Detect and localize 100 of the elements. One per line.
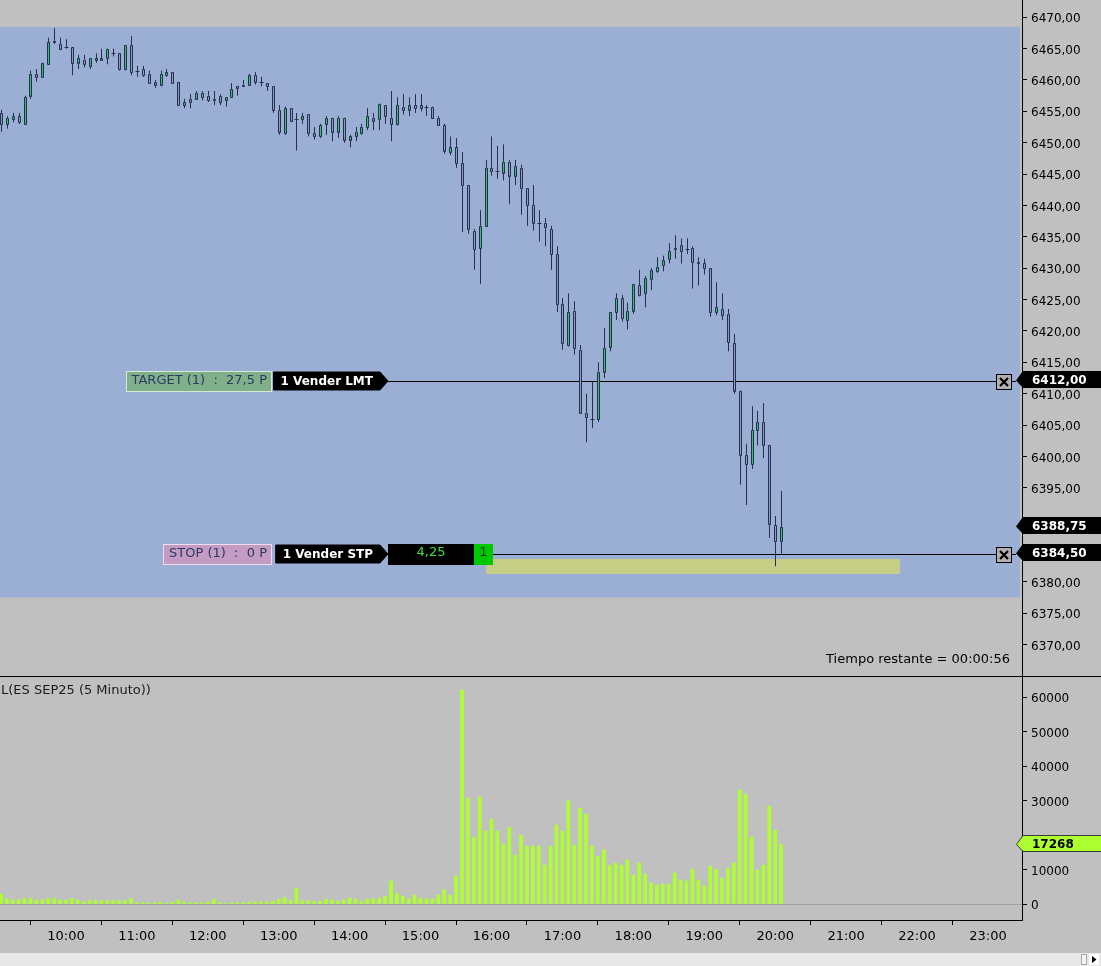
y-tick-label: 6470,00 bbox=[1031, 11, 1081, 26]
bar bbox=[87, 900, 92, 904]
bar bbox=[330, 899, 334, 904]
bar bbox=[253, 901, 257, 904]
x-tick-label: 19:00 bbox=[685, 928, 723, 944]
bar bbox=[714, 868, 718, 904]
candlestick bbox=[455, 137, 458, 169]
x-tick-label: 12:00 bbox=[189, 928, 227, 944]
y-tick-label: 6455,00 bbox=[1031, 105, 1081, 120]
y-tick-label: 6380,00 bbox=[1031, 576, 1081, 591]
bar bbox=[726, 867, 730, 904]
x-tick-label: 23:00 bbox=[969, 928, 1007, 944]
y-tick-label: 6375,00 bbox=[1031, 607, 1081, 622]
candlestick bbox=[561, 297, 564, 351]
bar bbox=[737, 789, 742, 904]
chart-title: L(ES SEP25 (5 Minuto)) bbox=[1, 681, 151, 697]
bar bbox=[590, 845, 594, 904]
bar bbox=[720, 877, 724, 904]
x-tick-label: 18:00 bbox=[614, 928, 653, 944]
bar bbox=[773, 829, 778, 904]
x-tick-label: 20:00 bbox=[756, 928, 794, 944]
arrow-tag: 6384,50 bbox=[1016, 544, 1101, 561]
arrow-tag: 17268 bbox=[1016, 835, 1101, 852]
bar bbox=[637, 862, 642, 904]
bar bbox=[442, 889, 447, 904]
ref-line-label: 1 Vender LMT bbox=[280, 373, 374, 388]
candlestick bbox=[130, 35, 133, 76]
bar bbox=[395, 892, 399, 904]
candlestick bbox=[674, 234, 677, 260]
bar bbox=[643, 873, 647, 904]
candlestick bbox=[615, 292, 618, 321]
bar bbox=[525, 845, 529, 904]
bar bbox=[513, 854, 517, 904]
candlestick bbox=[556, 245, 559, 313]
bar bbox=[123, 900, 127, 904]
candlestick bbox=[621, 294, 624, 323]
bar bbox=[708, 865, 712, 904]
bar bbox=[270, 901, 275, 904]
bar bbox=[383, 895, 387, 904]
bar bbox=[117, 900, 121, 904]
candlestick bbox=[585, 393, 588, 443]
y-tick-label: 6465,00 bbox=[1031, 42, 1081, 57]
bar bbox=[767, 805, 772, 904]
bar bbox=[448, 894, 452, 904]
bar bbox=[607, 864, 612, 904]
candlestick bbox=[751, 405, 754, 470]
candlestick bbox=[307, 114, 310, 137]
candlestick bbox=[473, 228, 476, 271]
bar bbox=[531, 845, 535, 904]
y-tick-label: 10000 bbox=[1031, 863, 1070, 878]
bar bbox=[566, 800, 571, 904]
bar bbox=[111, 900, 116, 904]
candlestick bbox=[721, 292, 724, 321]
candlestick bbox=[590, 380, 595, 429]
bar bbox=[436, 894, 441, 904]
x-tick-label: 21:00 bbox=[827, 928, 865, 944]
bar bbox=[666, 883, 671, 904]
candlestick bbox=[135, 65, 140, 78]
bar bbox=[10, 899, 15, 904]
y-tick-label: 6405,00 bbox=[1031, 419, 1081, 434]
bar bbox=[58, 899, 62, 904]
bar bbox=[99, 900, 104, 904]
bar bbox=[371, 898, 376, 904]
bar bbox=[477, 796, 482, 904]
bar bbox=[649, 882, 653, 904]
y-tick-label: 6400,00 bbox=[1031, 450, 1081, 465]
candlestick bbox=[537, 209, 542, 243]
candlestick bbox=[697, 256, 700, 286]
bar bbox=[466, 797, 470, 904]
x-tick-label: 15:00 bbox=[401, 928, 440, 944]
candlestick bbox=[544, 217, 547, 247]
bar bbox=[401, 895, 405, 904]
y-tick-label: 6430,00 bbox=[1031, 262, 1081, 277]
candlestick bbox=[526, 187, 529, 227]
bar bbox=[324, 898, 328, 904]
bar bbox=[336, 900, 340, 904]
candlestick bbox=[573, 300, 576, 355]
text-field: 4,25 bbox=[388, 544, 474, 565]
candlestick bbox=[64, 38, 69, 50]
bar bbox=[247, 901, 251, 904]
bar bbox=[276, 898, 281, 904]
bar bbox=[0, 893, 3, 904]
candlestick bbox=[520, 164, 523, 216]
bar bbox=[536, 845, 541, 904]
arrow-tag: 6388,75 bbox=[1016, 517, 1101, 534]
bar bbox=[265, 901, 269, 904]
bar bbox=[406, 898, 411, 904]
x-tick-label: 22:00 bbox=[898, 928, 936, 944]
bar bbox=[542, 864, 547, 904]
bar bbox=[601, 849, 606, 904]
candlestick bbox=[284, 106, 287, 136]
y-tick-label: 6415,00 bbox=[1031, 356, 1081, 371]
text-field: 1 bbox=[474, 544, 493, 565]
candlestick bbox=[461, 151, 464, 233]
bar bbox=[501, 843, 506, 904]
bar bbox=[454, 875, 458, 904]
y-tick-label: 6425,00 bbox=[1031, 293, 1081, 308]
y-tick-label: 50000 bbox=[1031, 725, 1070, 740]
bar bbox=[129, 898, 133, 904]
y-tick-label: 6370,00 bbox=[1031, 638, 1081, 653]
